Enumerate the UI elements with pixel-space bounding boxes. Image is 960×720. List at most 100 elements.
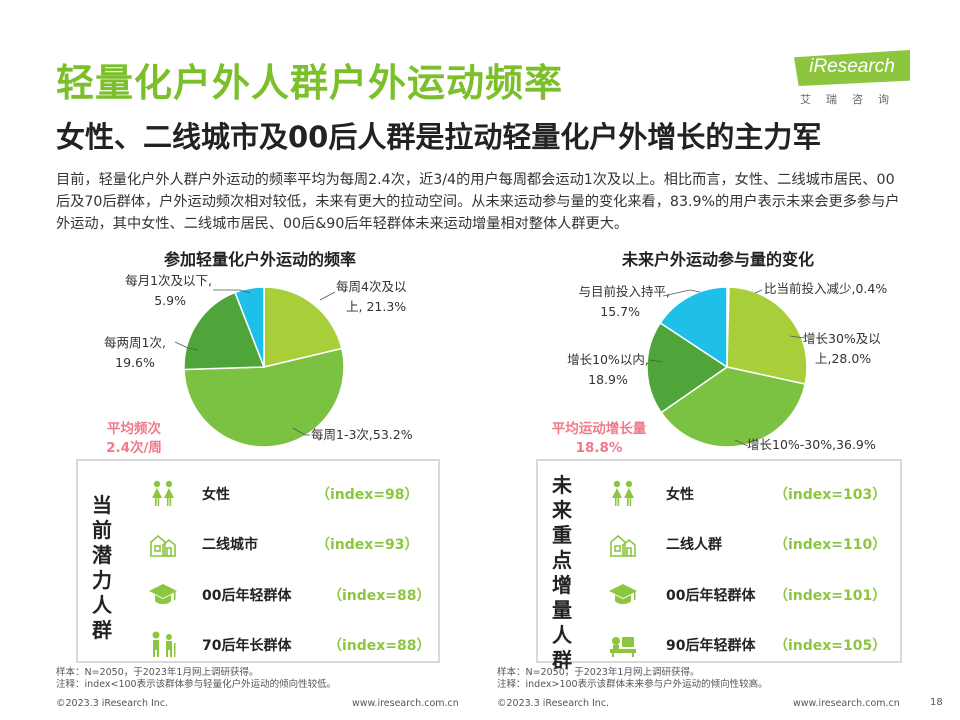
left-row-label-city: 二线城市 (202, 537, 258, 553)
right-row-label-city: 二线人群 (666, 537, 722, 553)
right-row-index-gen90: （index=105） (774, 638, 887, 654)
right-row-label-female: 女性 (666, 487, 694, 503)
left-panel-title: 当前潜力人群 (90, 493, 114, 643)
left-label-biweekly-line1: 每两周1次, (104, 335, 166, 350)
left-label-weekly4-line1: 每周4次及以 (336, 279, 407, 294)
left-label-weekly4-line2: 上, 21.3% (346, 299, 407, 314)
left-footer-url: www.iresearch.com.cn (352, 698, 459, 709)
right-label-same: 与目前投入持平, 15.7% (566, 282, 670, 322)
right-label-30plus-line2: 上,28.0% (815, 351, 872, 366)
city-icon (148, 529, 178, 559)
leader-line-same (662, 289, 701, 297)
left-average-label: 平均频次 2.4次/周 (92, 420, 176, 458)
right-label-same-line2: 15.7% (600, 304, 640, 319)
right-note-remark: 注释：index>100表示该群体未来参与户外运动的倾向性较高。 (497, 679, 768, 690)
left-label-monthly: 每月1次及以下, 5.9% (108, 271, 212, 311)
right-label-within10-line1: 增长10%以内, (567, 352, 649, 367)
right-leader-lines (649, 289, 806, 447)
left-label-biweekly: 每两周1次, 19.6% (96, 333, 174, 373)
leader-line-within10 (649, 359, 664, 363)
left-row-label-gen00: 00后年轻群体 (202, 588, 292, 604)
right-note-sample: 样本：N=2050，于2023年1月网上调研获得。 (497, 667, 700, 678)
right-label-same-line1: 与目前投入持平, (578, 284, 670, 299)
right-notes: 样本：N=2050，于2023年1月网上调研获得。 注释：index>100表示… (497, 667, 768, 691)
left-panel-title-text: 当前潜力人群 (92, 493, 112, 642)
left-row-index-female: （index=98） (316, 487, 419, 503)
right-label-30plus-line1: 增长30%及以 (803, 331, 881, 346)
leader-line-10to30 (734, 439, 749, 447)
left-label-monthly-line1: 每月1次及以下, (125, 273, 212, 288)
left-label-weekly13: 每周1-3次,53.2% (311, 425, 413, 445)
page-title: 轻量化户外人群户外运动频率 (56, 61, 564, 105)
right-panel-title: 未来重点增量人群 (550, 473, 574, 673)
left-row-index-gen70: （index=88） (328, 638, 431, 654)
city-icon (608, 529, 638, 559)
left-row-index-city: （index=93） (316, 537, 419, 553)
pie-slice-增长30%及以上 (726, 286, 808, 385)
left-row-label-female: 女性 (202, 487, 230, 503)
right-row-index-gen00: （index=101） (774, 588, 887, 604)
right-chart-title: 未来户外运动参与量的变化 (621, 250, 814, 269)
right-average-value: 18.8% (575, 440, 623, 456)
pie-slice-每月1次及以下 (234, 286, 265, 368)
leader-line-weekly13 (292, 427, 310, 436)
right-footer-url: www.iresearch.com.cn (793, 698, 900, 709)
left-label-weekly13-line1: 每周1-3次,53.2% (311, 427, 413, 442)
pie-slice-每周1-3次 (183, 347, 345, 448)
logo-cn-text: 艾瑞咨询 (800, 93, 904, 106)
female-icon (148, 479, 178, 509)
left-label-weekly4: 每周4次及以 上, 21.3% (336, 277, 406, 317)
pie-slice-与目前投入持平 (659, 286, 728, 369)
graduation-cap-icon (148, 579, 178, 609)
left-row-label-gen70: 70后年长群体 (202, 638, 292, 654)
right-label-decrease: 比当前投入减少,0.4% (764, 279, 887, 299)
left-notes: 样本：N=2050，于2023年1月网上调研获得。 注释：index<100表示… (56, 667, 336, 691)
left-chart-title: 参加轻量化户外运动的频率 (163, 250, 356, 269)
pie-slice-增长10%-30% (660, 366, 807, 448)
elderly-icon (148, 629, 178, 659)
left-note-sample: 样本：N=2050，于2023年1月网上调研获得。 (56, 667, 259, 678)
study-desk-icon (608, 629, 638, 659)
right-label-within10: 增长10%以内, 18.9% (563, 350, 653, 390)
left-label-monthly-line2: 5.9% (154, 293, 186, 308)
left-footer-copyright: ©2023.3 iResearch Inc. (56, 698, 169, 709)
leader-line-30plus (789, 335, 806, 339)
female-icon (608, 479, 638, 509)
right-row-label-gen90: 90后年轻群体 (666, 638, 756, 654)
right-row-label-gen00: 00后年轻群体 (666, 588, 756, 604)
right-panel-title-text: 未来重点增量人群 (552, 473, 572, 672)
right-row-index-female: （index=103） (774, 487, 887, 503)
right-average-line1: 平均运动增长量 (551, 421, 647, 437)
graduation-cap-icon (608, 579, 638, 609)
leader-line-decrease (754, 289, 763, 294)
leader-line-biweekly (174, 341, 199, 351)
right-average-label: 平均运动增长量 18.8% (545, 420, 653, 458)
left-row-index-gen00: （index=88） (328, 588, 431, 604)
leader-line-weekly4 (319, 291, 336, 301)
left-potential-panel: 当前潜力人群 女性 （index=98） 二线城市 （index=93） 00后… (76, 459, 440, 663)
pie-slice-每周4次及以上 (263, 286, 343, 368)
right-label-within10-line2: 18.9% (588, 372, 628, 387)
right-label-30plus: 增长30%及以 上,28.0% (803, 329, 881, 369)
right-label-decrease-line1: 比当前投入减少,0.4% (764, 281, 888, 296)
page-number: 18 (930, 697, 943, 708)
right-incremental-panel: 未来重点增量人群 女性 （index=103） 二线人群 （index=110）… (536, 459, 902, 672)
left-average-line1: 平均频次 (107, 421, 161, 437)
right-label-10to30-line1: 增长10%-30%,36.9% (747, 437, 876, 452)
right-label-10to30: 增长10%-30%,36.9% (747, 435, 876, 455)
pie-slice-增长10%以内 (646, 321, 729, 414)
logo-text: iResearch (809, 56, 895, 77)
left-note-remark: 注释：index<100表示该群体参与轻量化户外运动的倾向性较低。 (56, 679, 337, 690)
right-pie (646, 286, 808, 448)
right-row-index-city: （index=110） (774, 537, 887, 553)
pie-slice-每两周1次 (183, 291, 266, 371)
left-label-biweekly-line2: 19.6% (115, 355, 155, 370)
page-subtitle: 女性、二线城市及00后人群是拉动轻量化户外增长的主力军 (56, 120, 822, 154)
right-footer-copyright: ©2023.3 iResearch Inc. (497, 698, 610, 709)
left-pie (183, 286, 345, 448)
intro-paragraph: 目前，轻量化户外人群户外运动的频率平均为每周2.4次，近3/4的用户每周都会运动… (56, 172, 900, 232)
iresearch-logo: iResearch 艾瑞咨询 (780, 50, 910, 110)
left-average-value: 2.4次/周 (106, 440, 162, 456)
left-leader-lines (174, 289, 336, 436)
